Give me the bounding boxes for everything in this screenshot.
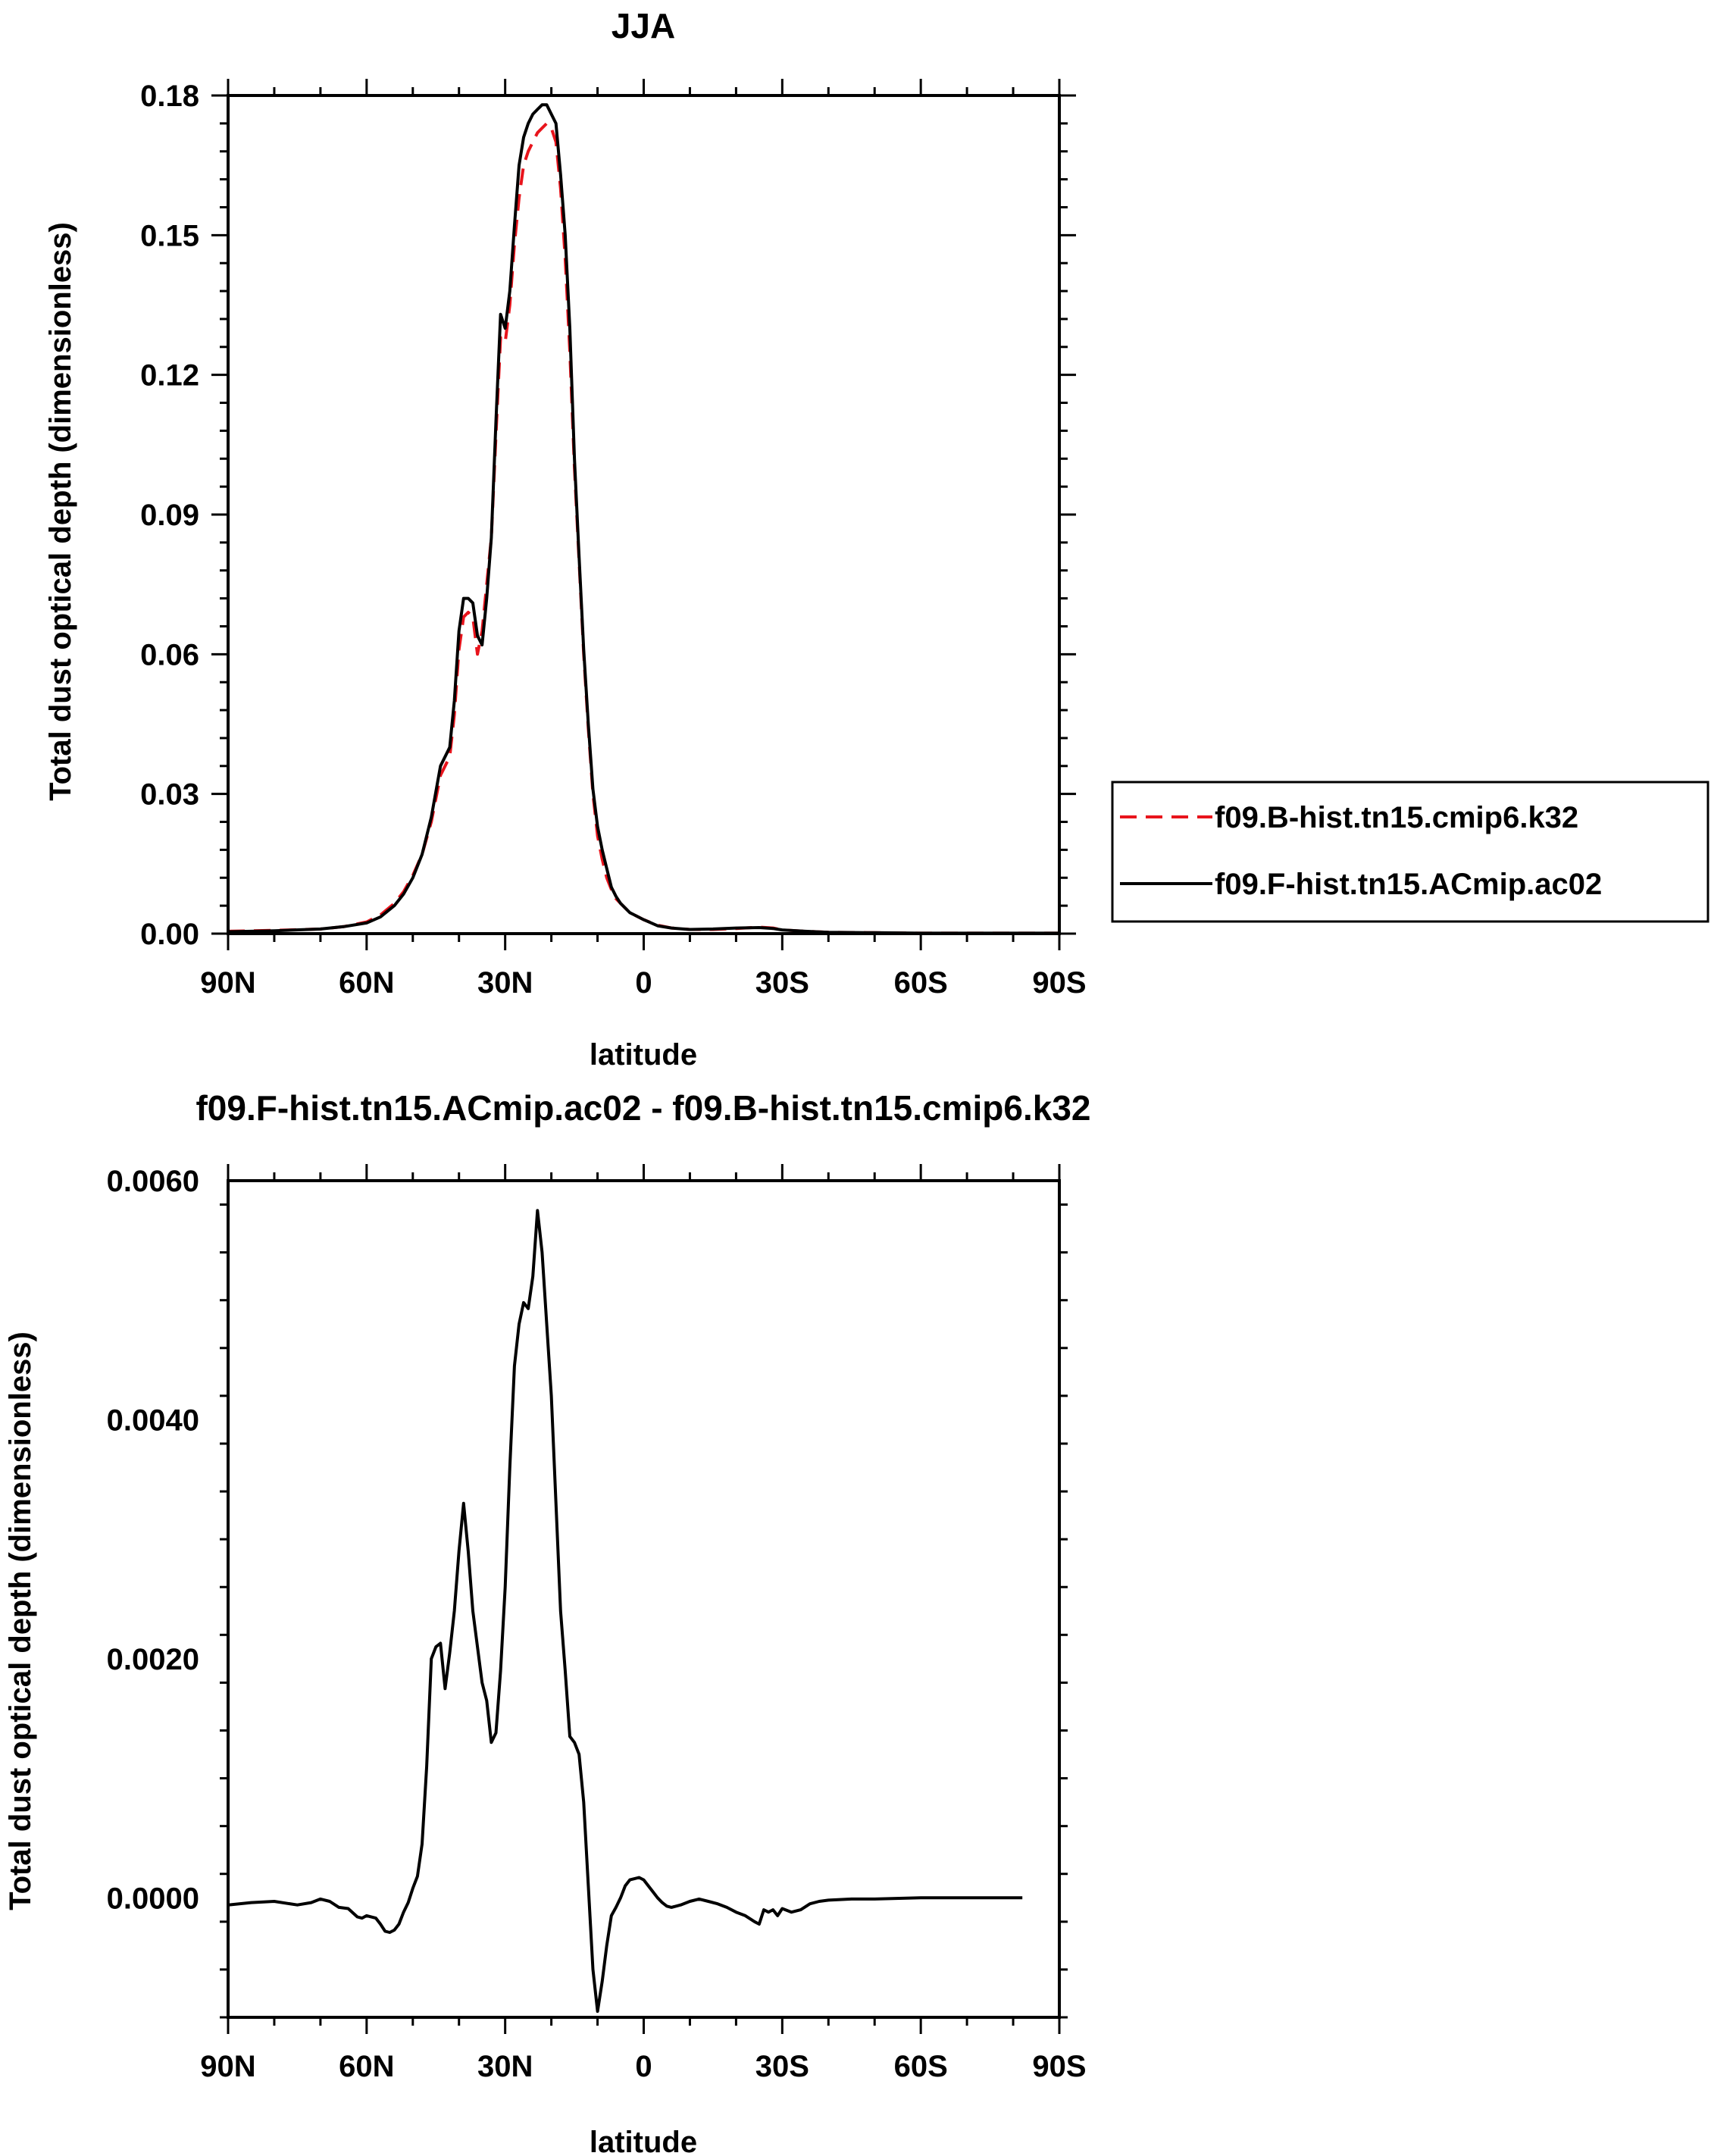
- top-chart-xtick-label: 0: [635, 966, 652, 1000]
- top-chart-xtick-labels: 90N 60N 30N 0 30S 60S 90S: [200, 966, 1086, 1000]
- top-chart-ytick-label: 0.18: [140, 80, 199, 113]
- top-chart-ytick-label: 0.00: [140, 918, 199, 951]
- bottom-chart-xtick-label: 60N: [339, 2050, 394, 2083]
- bottom-chart-xtick-label: 30N: [477, 2050, 533, 2083]
- top-chart-frame: [227, 94, 1061, 935]
- bottom-chart-xtick-label: 30S: [755, 2050, 809, 2083]
- legend-label-b-hist: f09.B-hist.tn15.cmip6.k32: [1215, 801, 1578, 834]
- legend-box: [1111, 781, 1709, 923]
- bottom-chart-panel: f09.F-hist.tn15.ACmip.ac02 - f09.B-hist.…: [4, 1088, 1091, 2156]
- bottom-chart-xtick-label: 90N: [200, 2050, 255, 2083]
- bottom-chart-series-line-0: [228, 1209, 1023, 2014]
- bottom-chart-xlabel: latitude: [590, 2126, 697, 2156]
- bottom-chart-xtick-label: 60S: [894, 2050, 948, 2083]
- bottom-chart-title: f09.F-hist.tn15.ACmip.ac02 - f09.B-hist.…: [195, 1088, 1090, 1128]
- bottom-chart-ticks: [220, 1164, 1068, 2034]
- top-chart-ytick-labels: 0.00 0.03 0.06 0.09 0.12 0.15 0.18: [140, 80, 199, 951]
- bottom-chart-ytick-label: 0.0060: [107, 1165, 199, 1198]
- top-chart-xtick-label: 60N: [339, 966, 394, 1000]
- top-chart-ytick-label: 0.06: [140, 638, 199, 671]
- top-chart-series-line-1: [228, 103, 1059, 934]
- top-chart-xtick-label: 90N: [200, 966, 255, 1000]
- top-chart-ytick-label: 0.12: [140, 359, 199, 393]
- top-chart-xtick-label: 60S: [894, 966, 948, 1000]
- top-chart-xtick-label: 90S: [1032, 966, 1086, 1000]
- top-chart-ytick-label: 0.03: [140, 778, 199, 812]
- bottom-chart-ytick-label: 0.0040: [107, 1403, 199, 1437]
- top-chart-ytick-label: 0.15: [140, 219, 199, 252]
- top-chart-panel: JJA Total dust optical depth (dimensionl…: [44, 6, 1087, 1072]
- top-chart-xtick-label: 30N: [477, 966, 533, 1000]
- legend-label-f-hist: f09.F-hist.tn15.ACmip.ac02: [1215, 868, 1602, 901]
- bottom-chart-ylabel: Total dust optical depth (dimensionless): [4, 1331, 37, 1910]
- bottom-chart-xtick-label: 90S: [1032, 2050, 1086, 2083]
- bottom-chart-ytick-labels: 0.0000 0.0020 0.0040 0.0060: [107, 1165, 199, 1915]
- bottom-chart-ytick-label: 0.0020: [107, 1643, 199, 1676]
- bottom-chart-series: [228, 1209, 1023, 2014]
- legend: f09.B-hist.tn15.cmip6.k32 f09.F-hist.tn1…: [1111, 781, 1709, 923]
- top-chart-ticks: [211, 79, 1076, 950]
- bottom-chart-xtick-label: 0: [635, 2050, 652, 2083]
- top-chart-xlabel: latitude: [590, 1038, 697, 1072]
- top-chart-ylabel: Total dust optical depth (dimensionless): [44, 222, 77, 801]
- bottom-chart-ytick-label: 0.0000: [107, 1882, 199, 1915]
- bottom-chart-xtick-labels: 90N 60N 30N 0 30S 60S 90S: [200, 2050, 1086, 2083]
- top-chart-series-line-0: [228, 121, 1059, 934]
- bottom-chart-frame: [227, 1179, 1061, 2019]
- top-chart-xtick-label: 30S: [755, 966, 809, 1000]
- top-chart-title: JJA: [612, 6, 675, 45]
- top-chart-ytick-label: 0.09: [140, 499, 199, 532]
- top-chart-series: [228, 103, 1059, 934]
